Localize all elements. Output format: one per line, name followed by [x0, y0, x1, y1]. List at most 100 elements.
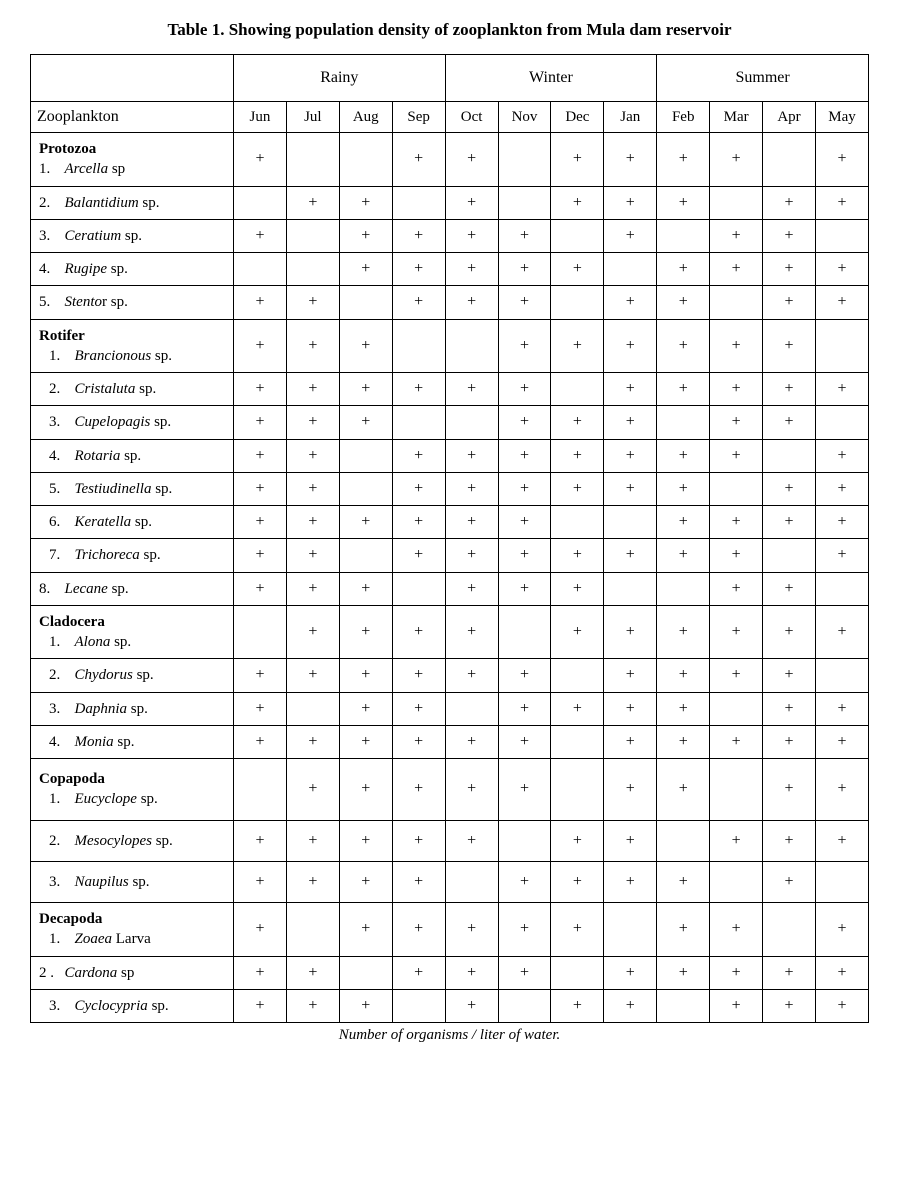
presence-cell: +: [234, 861, 287, 902]
presence-cell: [286, 219, 339, 252]
presence-cell: [392, 319, 445, 373]
presence-cell: +: [657, 903, 710, 957]
presence-cell: +: [498, 539, 551, 572]
presence-cell: +: [498, 253, 551, 286]
presence-cell: +: [392, 956, 445, 989]
presence-cell: +: [657, 659, 710, 692]
presence-cell: [604, 572, 657, 605]
species-label: 2. Mesocylopes sp.: [31, 820, 234, 861]
presence-cell: +: [445, 759, 498, 821]
presence-cell: [234, 253, 287, 286]
presence-cell: +: [234, 219, 287, 252]
presence-cell: +: [657, 725, 710, 758]
presence-cell: +: [657, 186, 710, 219]
presence-cell: [551, 759, 604, 821]
presence-cell: +: [604, 472, 657, 505]
table-row: 5. Stentor sp.+++++++++: [31, 286, 869, 319]
presence-cell: +: [551, 253, 604, 286]
presence-cell: +: [551, 605, 604, 659]
blank-header: [31, 55, 234, 102]
presence-cell: +: [657, 286, 710, 319]
presence-cell: [234, 186, 287, 219]
presence-cell: [815, 406, 868, 439]
presence-cell: +: [286, 759, 339, 821]
species-label: 3. Ceratium sp.: [31, 219, 234, 252]
presence-cell: +: [763, 186, 816, 219]
presence-cell: +: [445, 820, 498, 861]
presence-cell: +: [815, 759, 868, 821]
presence-cell: +: [445, 605, 498, 659]
presence-cell: +: [604, 406, 657, 439]
presence-cell: [657, 219, 710, 252]
presence-cell: +: [657, 759, 710, 821]
presence-cell: +: [657, 439, 710, 472]
presence-cell: +: [234, 133, 287, 187]
presence-cell: +: [815, 373, 868, 406]
presence-cell: +: [498, 319, 551, 373]
presence-cell: +: [815, 133, 868, 187]
presence-cell: +: [551, 572, 604, 605]
season-summer: Summer: [657, 55, 869, 102]
presence-cell: +: [498, 572, 551, 605]
presence-cell: +: [763, 253, 816, 286]
table-row: 2. Mesocylopes sp.++++++++++: [31, 820, 869, 861]
presence-cell: +: [763, 659, 816, 692]
species-label: 8. Lecane sp.: [31, 572, 234, 605]
table-row: Cladocera1. Alona sp.++++++++++: [31, 605, 869, 659]
species-label: 4. Rotaria sp.: [31, 439, 234, 472]
presence-cell: +: [286, 725, 339, 758]
season-header-row: Rainy Winter Summer: [31, 55, 869, 102]
presence-cell: +: [286, 989, 339, 1022]
presence-cell: +: [339, 572, 392, 605]
presence-cell: +: [392, 506, 445, 539]
species-label: 5. Testiudinella sp.: [31, 472, 234, 505]
presence-cell: +: [445, 253, 498, 286]
presence-cell: +: [234, 472, 287, 505]
presence-cell: [498, 989, 551, 1022]
presence-cell: +: [604, 861, 657, 902]
table-row: 2. Cristaluta sp.+++++++++++: [31, 373, 869, 406]
presence-cell: +: [815, 506, 868, 539]
presence-cell: +: [710, 956, 763, 989]
table-row: 3. Daphnia sp.+++++++++: [31, 692, 869, 725]
presence-cell: +: [604, 956, 657, 989]
presence-cell: +: [339, 692, 392, 725]
presence-cell: +: [234, 692, 287, 725]
presence-cell: +: [392, 659, 445, 692]
presence-cell: [815, 861, 868, 902]
season-rainy: Rainy: [234, 55, 446, 102]
table-footnote: Number of organisms / liter of water.: [30, 1027, 869, 1044]
table-row: 3. Cyclocypria sp.+++++++++: [31, 989, 869, 1022]
presence-cell: +: [815, 286, 868, 319]
presence-cell: +: [445, 725, 498, 758]
presence-cell: +: [763, 406, 816, 439]
presence-cell: +: [498, 759, 551, 821]
season-winter: Winter: [445, 55, 657, 102]
table-row: Copapoda1. Eucyclope sp.+++++++++: [31, 759, 869, 821]
presence-cell: [339, 539, 392, 572]
presence-cell: [710, 186, 763, 219]
presence-cell: [604, 253, 657, 286]
presence-cell: +: [551, 319, 604, 373]
presence-cell: +: [392, 472, 445, 505]
presence-cell: +: [498, 861, 551, 902]
presence-cell: +: [710, 373, 763, 406]
species-label: 3. Cyclocypria sp.: [31, 989, 234, 1022]
presence-cell: +: [710, 820, 763, 861]
presence-cell: +: [815, 472, 868, 505]
presence-cell: +: [604, 759, 657, 821]
presence-cell: +: [445, 572, 498, 605]
presence-cell: +: [445, 219, 498, 252]
presence-cell: +: [498, 373, 551, 406]
presence-cell: +: [710, 406, 763, 439]
presence-cell: +: [710, 219, 763, 252]
species-label: Rotifer1. Brancionous sp.: [31, 319, 234, 373]
month-may: May: [815, 102, 868, 133]
presence-cell: +: [815, 956, 868, 989]
presence-cell: +: [286, 472, 339, 505]
presence-cell: +: [551, 439, 604, 472]
presence-cell: +: [551, 472, 604, 505]
presence-cell: +: [551, 861, 604, 902]
presence-cell: [551, 506, 604, 539]
presence-cell: +: [710, 133, 763, 187]
